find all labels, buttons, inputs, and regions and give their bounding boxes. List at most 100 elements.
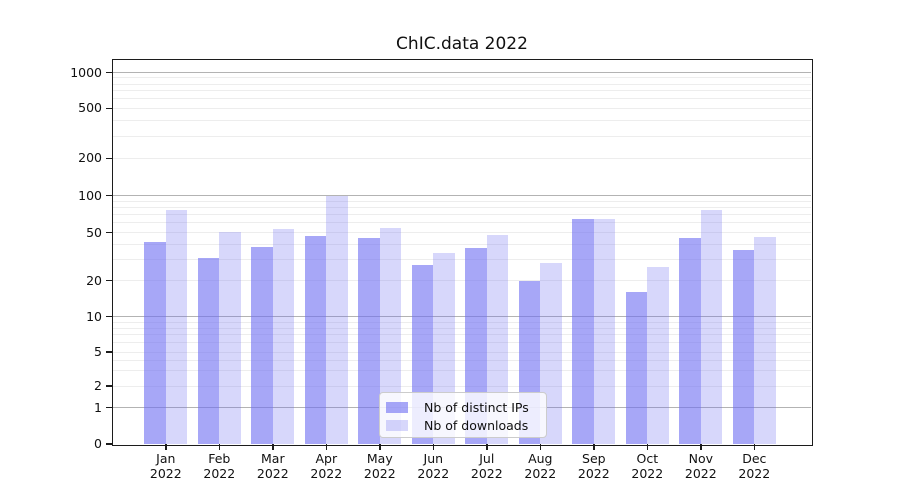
x-tick-mark <box>539 444 542 450</box>
x-tick-mark <box>646 444 649 450</box>
month-name: Jun <box>423 451 444 466</box>
gridline-minor <box>113 243 811 245</box>
month-year: 2022 <box>310 466 343 481</box>
y-tick-label: 100 <box>78 187 102 203</box>
x-tick-mark <box>379 444 381 450</box>
bar-downloads-apr <box>326 195 348 444</box>
month-year: 2022 <box>470 466 503 481</box>
bar-downloads-jan <box>165 210 188 444</box>
y-tick-mark <box>106 406 113 409</box>
month-year: 2022 <box>684 466 717 481</box>
x-axis-month-label: Aug 2022 <box>508 451 572 481</box>
month-name: Jul <box>479 451 495 466</box>
y-tick-label: 1 <box>94 399 102 415</box>
y-tick-label: 200 <box>78 150 102 166</box>
month-name: Mar <box>261 451 285 466</box>
x-axis-month-label: May 2022 <box>348 451 412 481</box>
gridline-minor <box>113 351 811 353</box>
y-tick-mark <box>106 351 113 353</box>
x-tick-mark <box>432 444 435 450</box>
gridline-minor <box>113 200 811 202</box>
legend-swatch-ips-icon <box>386 401 408 413</box>
y-tick-label: 1000 <box>70 64 102 80</box>
bar-downloads-oct <box>647 266 669 444</box>
gridline-minor <box>113 206 811 208</box>
legend: Nb of distinct IPs Nb of downloads <box>379 392 547 438</box>
gridline-minor <box>113 157 811 159</box>
x-axis-month-label: Mar 2022 <box>241 451 305 481</box>
x-axis-month-label: Oct 2022 <box>615 451 679 481</box>
y-tick-mark <box>106 107 113 110</box>
y-tick-label: 20 <box>86 272 102 288</box>
gridline-minor <box>113 342 811 344</box>
bar-ips-may <box>358 238 380 444</box>
y-tick-label: 50 <box>86 224 102 240</box>
x-tick-mark <box>165 444 167 450</box>
gridline-minor <box>113 280 811 282</box>
bar-ips-mar <box>251 247 273 444</box>
gridline-minor <box>113 258 811 260</box>
month-name: Dec <box>742 451 767 466</box>
x-tick-mark <box>325 444 328 450</box>
month-year: 2022 <box>631 466 664 481</box>
month-name: May <box>366 451 393 466</box>
gridline-minor <box>113 83 811 85</box>
month-year: 2022 <box>363 466 396 481</box>
y-tick-mark <box>106 385 113 387</box>
month-year: 2022 <box>524 466 557 481</box>
month-year: 2022 <box>149 466 182 481</box>
month-year: 2022 <box>256 466 289 481</box>
bar-downloads-dec <box>754 237 776 444</box>
month-year: 2022 <box>577 466 610 481</box>
x-tick-mark <box>272 444 274 450</box>
x-axis-month-label: Feb 2022 <box>187 451 251 481</box>
gridline-minor <box>113 321 811 323</box>
y-tick-label: 5 <box>94 344 102 359</box>
gridline-minor <box>113 359 811 361</box>
bar-downloads-feb <box>219 231 241 444</box>
month-year: 2022 <box>417 466 450 481</box>
gridline-minor <box>113 214 811 216</box>
bar-ips-feb <box>197 257 220 444</box>
x-tick-mark <box>593 444 595 450</box>
gridline-minor <box>113 119 811 121</box>
month-name: Aug <box>528 451 553 466</box>
legend-label-ips: Nb of distinct IPs <box>424 399 529 415</box>
y-tick-mark <box>106 231 113 234</box>
y-tick-mark <box>106 315 113 318</box>
x-tick-mark <box>700 444 702 450</box>
bar-ips-apr <box>304 235 327 444</box>
y-tick-mark <box>106 279 113 282</box>
x-axis-month-label: Nov 2022 <box>669 451 733 481</box>
gridline-minor <box>113 334 811 336</box>
gridline-minor <box>113 385 811 387</box>
y-tick-label: 2 <box>94 378 102 393</box>
gridline-minor <box>113 135 811 137</box>
x-tick-mark <box>753 444 756 450</box>
y-tick-mark <box>106 194 113 197</box>
gridline-minor <box>113 370 811 372</box>
x-axis-month-label: Apr 2022 <box>294 451 358 481</box>
bar-downloads-nov <box>700 209 723 444</box>
x-axis-month-label: Jun 2022 <box>401 451 465 481</box>
gridline-minor <box>113 232 811 234</box>
legend-label-downloads: Nb of downloads <box>424 417 529 433</box>
x-axis-month-label: Jul 2022 <box>455 451 519 481</box>
y-tick-mark <box>106 157 113 160</box>
y-tick-mark <box>106 71 113 74</box>
month-year: 2022 <box>203 466 236 481</box>
y-tick-label: 0 <box>94 436 102 451</box>
month-name: Oct <box>636 451 659 466</box>
month-year: 2022 <box>738 466 771 481</box>
bar-downloads-jul <box>486 234 509 444</box>
bar-ips-jan <box>144 241 166 444</box>
x-axis-month-label: Dec 2022 <box>722 451 786 481</box>
bar-ips-sep <box>572 218 594 444</box>
gridline-minor <box>113 327 811 329</box>
y-tick-mark <box>106 443 113 445</box>
bar-downloads-sep <box>593 218 616 444</box>
x-tick-mark <box>218 444 221 450</box>
month-name: Feb <box>208 451 231 466</box>
y-tick-label: 10 <box>86 308 102 324</box>
gridline-major <box>113 72 811 73</box>
